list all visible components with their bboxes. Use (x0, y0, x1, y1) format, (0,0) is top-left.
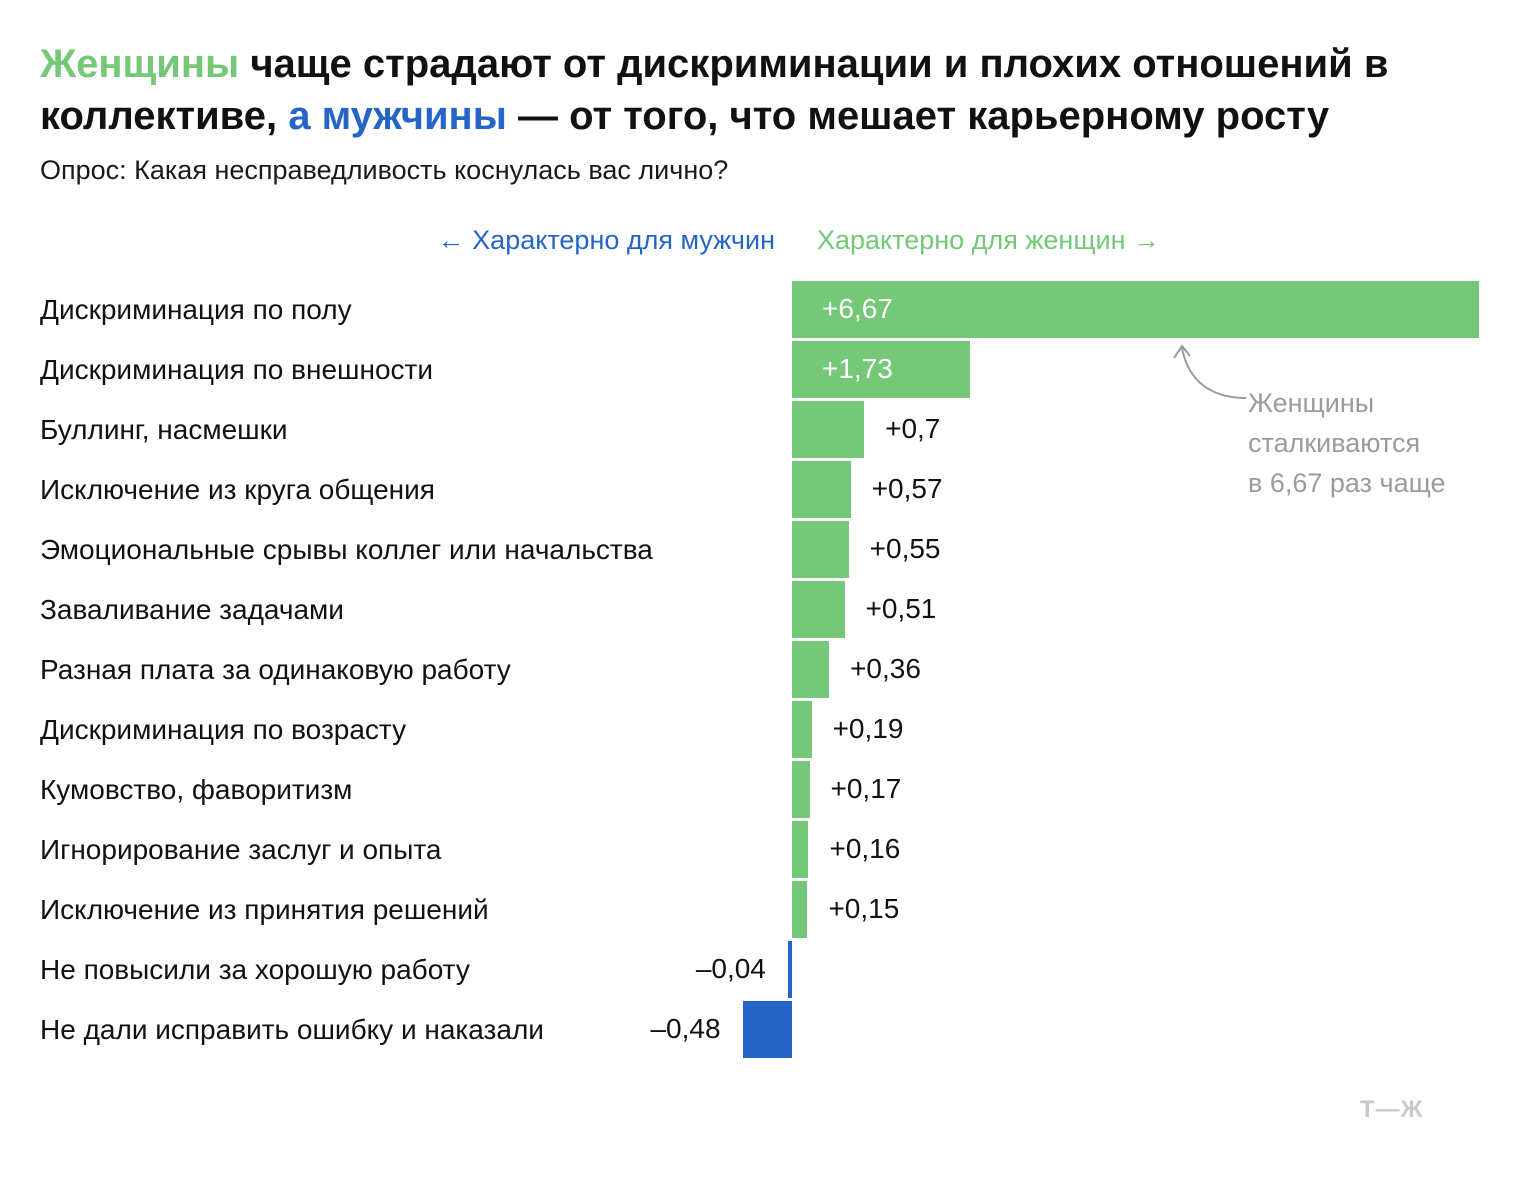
annotation-line-1: Женщины (1248, 388, 1375, 418)
value-label: +6,67 (822, 293, 893, 324)
annotation-arrow-icon (1173, 344, 1247, 399)
bar (792, 761, 810, 818)
category-label: Заваливание задачами (40, 594, 344, 625)
value-label: +0,15 (828, 893, 900, 924)
value-label: –0,04 (695, 953, 766, 984)
value-label: +1,73 (822, 353, 893, 384)
value-label: +0,55 (869, 533, 941, 564)
category-label: Буллинг, насмешки (40, 414, 288, 445)
title-women: Женщины (40, 42, 240, 86)
annotation: Женщины сталкиваются в 6,67 раз чаще (1248, 383, 1508, 503)
category-label: Дискриминация по внешности (40, 354, 433, 385)
bar (792, 281, 1479, 338)
category-label: Кумовство, фаворитизм (40, 774, 353, 805)
title-text-1: чаще страдают от дискриминации и плохих … (40, 42, 1389, 138)
category-label: Разная плата за одинаковую работу (40, 654, 511, 685)
direction-women-label: Характерно для женщин → (817, 225, 1161, 255)
value-label: –0,48 (650, 1013, 721, 1044)
value-label: +0,57 (871, 473, 943, 504)
bar (792, 701, 812, 758)
value-label: +0,17 (830, 773, 902, 804)
annotation-line-2: сталкиваются (1248, 428, 1421, 458)
bar (792, 341, 971, 398)
bar (792, 521, 849, 578)
category-label: Дискриминация по полу (40, 294, 352, 325)
value-label: +0,16 (829, 833, 901, 864)
bar (792, 401, 865, 458)
chart-subtitle: Опрос: Какая несправедливость коснулась … (40, 155, 729, 185)
annotation-line-3: в 6,67 раз чаще (1248, 468, 1446, 498)
title-men: а мужчины (288, 94, 507, 138)
category-label: Исключение из круга общения (40, 474, 435, 505)
bar (787, 941, 792, 998)
bar (792, 581, 845, 638)
category-label: Дискриминация по возрасту (40, 714, 407, 745)
bar (792, 461, 851, 518)
category-label: Игнорирование заслуг и опыта (40, 834, 442, 865)
value-label: +0,51 (865, 593, 937, 624)
bar (792, 881, 808, 938)
value-label: +0,19 (832, 713, 904, 744)
category-label: Не дали исправить ошибку и наказали (40, 1014, 544, 1045)
category-label: Исключение из принятия решений (40, 894, 489, 925)
value-label: +0,36 (850, 653, 921, 684)
direction-men-label: ← Характерно для мужчин (437, 225, 775, 255)
chart-title: Женщины чаще страдают от дискриминации и… (40, 38, 1480, 142)
bar (742, 1001, 792, 1058)
category-label: Эмоциональные срывы коллег или начальств… (40, 534, 653, 565)
bar (792, 641, 830, 698)
value-label: +0,7 (885, 413, 941, 444)
category-label: Не повысили за хорошую работу (40, 954, 470, 985)
title-text-2: — от того, что мешает карьерному росту (506, 94, 1330, 138)
bar (792, 821, 809, 878)
tzh-logo: Т—Ж (1360, 1096, 1424, 1123)
